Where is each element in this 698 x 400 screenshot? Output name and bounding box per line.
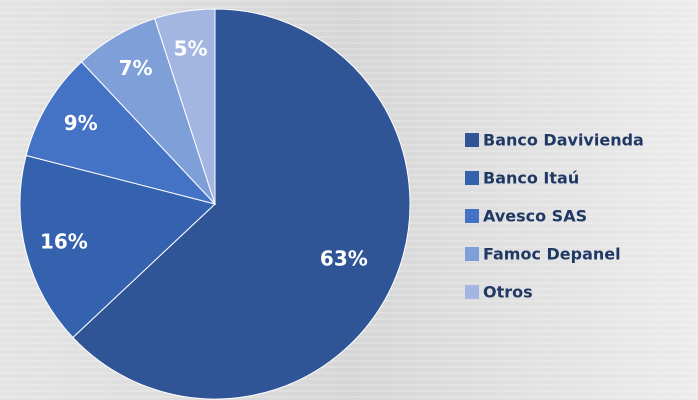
data-label: 63%: [320, 246, 368, 270]
pie: 63% 16% 9% 7% 5%: [19, 8, 411, 400]
pie-slice: [154, 8, 216, 205]
pie-slice: [72, 8, 411, 400]
data-label: 5%: [174, 36, 208, 60]
data-label: 7%: [119, 56, 153, 80]
data-label: 9%: [64, 111, 98, 135]
legend-swatch: [465, 285, 479, 299]
pie-slice: [25, 61, 217, 205]
pie-slice: [19, 154, 217, 339]
legend-label: Avesco SAS: [483, 207, 587, 226]
legend-swatch: [465, 209, 479, 223]
data-label: 16%: [40, 229, 88, 253]
legend-swatch: [465, 133, 479, 147]
legend-label: Banco Davivienda: [483, 131, 644, 150]
legend-swatch: [465, 171, 479, 185]
legend-label: Otros: [483, 283, 533, 302]
legend-label: Banco Itaú: [483, 169, 579, 188]
legend: Banco Davivienda Banco Itaú Avesco SAS Famo…: [465, 131, 644, 302]
legend-label: Famoc Depanel: [483, 245, 621, 264]
legend-swatch: [465, 247, 479, 261]
